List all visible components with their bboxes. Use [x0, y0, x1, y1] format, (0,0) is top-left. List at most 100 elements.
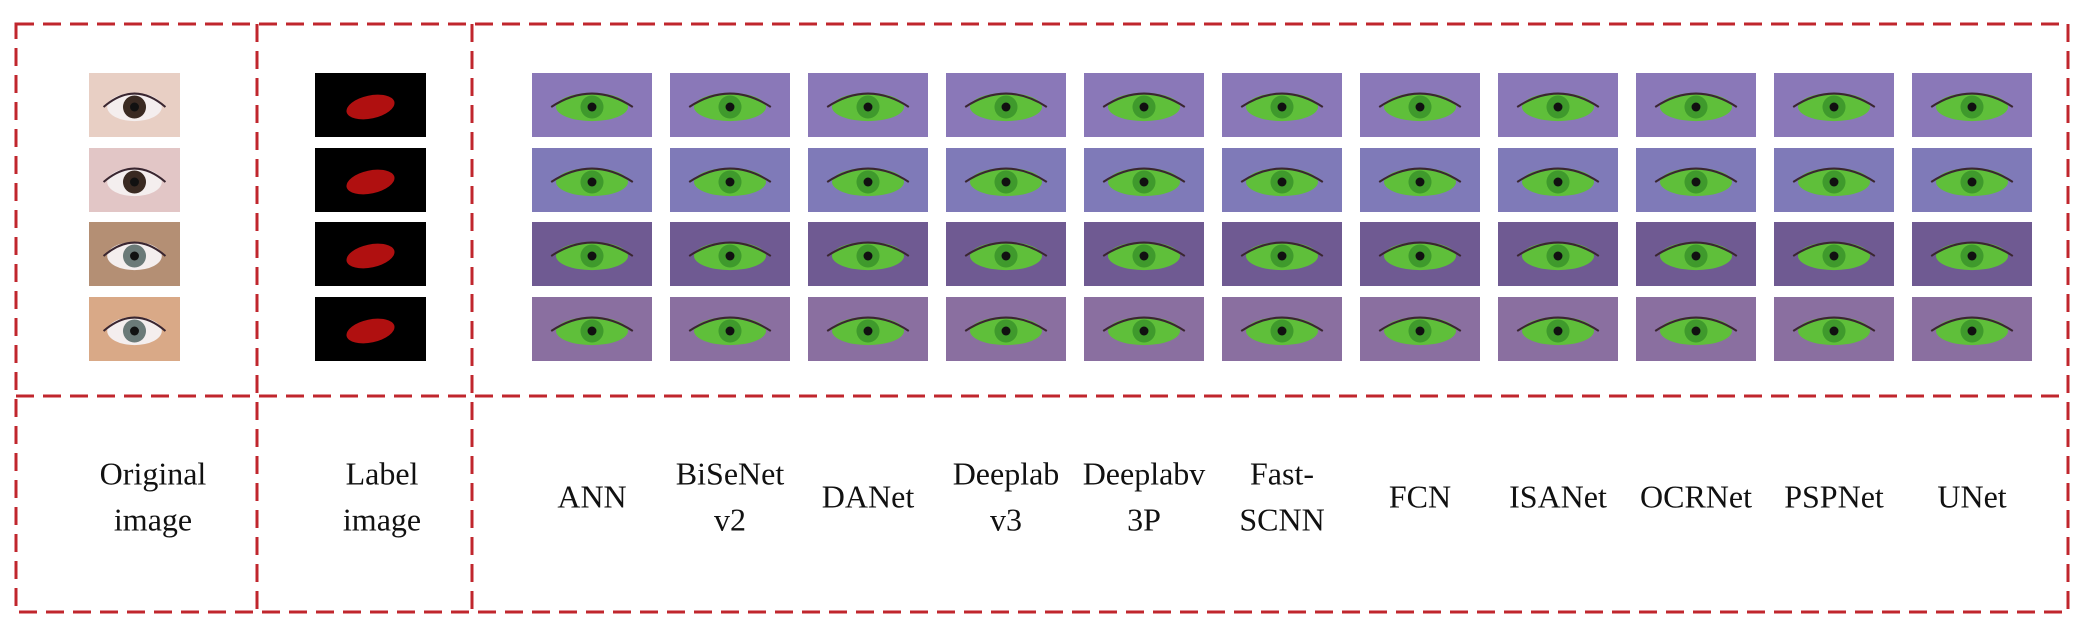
result-thumbnail — [1912, 73, 2032, 137]
column-label: DANet — [822, 478, 915, 514]
lid — [1930, 167, 2014, 183]
pupil — [130, 177, 139, 187]
result-thumbnail — [1498, 148, 1618, 212]
lid — [1516, 92, 1600, 108]
result-thumbnail — [1636, 297, 1756, 361]
lid — [102, 241, 167, 257]
eye-mask — [346, 169, 395, 195]
result-thumbnail — [1912, 148, 2032, 212]
pupil — [1001, 177, 1011, 187]
lid — [1102, 241, 1186, 257]
pupil — [1829, 326, 1839, 336]
lid — [1240, 92, 1324, 108]
pupil — [130, 251, 139, 261]
lid — [688, 167, 772, 183]
result-thumbnail — [1222, 222, 1342, 286]
lid — [550, 241, 634, 257]
lid — [1930, 241, 2014, 257]
pupil — [1691, 102, 1701, 112]
pupil — [1967, 177, 1977, 187]
pupil — [1553, 326, 1563, 336]
result-thumbnail — [532, 222, 652, 286]
lid — [102, 92, 167, 108]
lid — [1930, 316, 2014, 332]
pupil — [1415, 102, 1425, 112]
lid — [1516, 241, 1600, 257]
lid — [1654, 241, 1738, 257]
column-label: Original — [100, 455, 207, 491]
pupil — [130, 102, 139, 112]
pupil — [1001, 326, 1011, 336]
column-label: Fast- — [1250, 455, 1314, 491]
pupil — [1277, 177, 1287, 187]
column-label: image — [114, 501, 192, 537]
pupil — [725, 177, 735, 187]
original-thumbnail — [89, 148, 180, 212]
original-thumbnail — [89, 297, 180, 361]
result-thumbnail — [1498, 73, 1618, 137]
pupil — [130, 326, 139, 336]
pupil — [587, 102, 597, 112]
lid — [1516, 316, 1600, 332]
result-thumbnail — [670, 73, 790, 137]
result-thumbnail — [1222, 297, 1342, 361]
column-label: ANN — [557, 478, 626, 514]
result-thumbnail — [808, 148, 928, 212]
result-thumbnail — [946, 73, 1066, 137]
pupil — [1967, 102, 1977, 112]
lid — [826, 167, 910, 183]
lid — [1654, 316, 1738, 332]
pupil — [1139, 326, 1149, 336]
result-thumbnail — [532, 297, 652, 361]
result-thumbnail — [1774, 297, 1894, 361]
lid — [964, 241, 1048, 257]
lid — [102, 316, 167, 332]
column-label: FCN — [1389, 478, 1451, 514]
pupil — [863, 102, 873, 112]
label-thumbnail — [315, 297, 426, 361]
result-thumbnail — [1360, 297, 1480, 361]
column-label: Label — [346, 455, 419, 491]
pupil — [1415, 251, 1425, 261]
result-thumbnail — [946, 297, 1066, 361]
lid — [826, 241, 910, 257]
result-thumbnail — [1498, 297, 1618, 361]
lid — [826, 92, 910, 108]
pupil — [1691, 177, 1701, 187]
result-thumbnail — [1636, 148, 1756, 212]
column-label: v3 — [990, 501, 1022, 537]
result-thumbnail — [808, 73, 928, 137]
lid — [1102, 316, 1186, 332]
pupil — [1277, 102, 1287, 112]
result-thumbnail — [1360, 148, 1480, 212]
lid — [1792, 167, 1876, 183]
eye-mask — [346, 243, 395, 269]
result-thumbnail — [1222, 73, 1342, 137]
pupil — [1553, 251, 1563, 261]
pupil — [1829, 177, 1839, 187]
column-label: Deeplabv — [1083, 455, 1206, 491]
lid — [1240, 316, 1324, 332]
lid — [1378, 167, 1462, 183]
lid — [688, 92, 772, 108]
pupil — [1553, 102, 1563, 112]
result-thumbnail — [946, 148, 1066, 212]
pupil — [725, 326, 735, 336]
result-thumbnail — [1084, 148, 1204, 212]
lid — [964, 316, 1048, 332]
original-thumbnail — [89, 222, 180, 286]
result-thumbnail — [532, 73, 652, 137]
pupil — [863, 177, 873, 187]
pupil — [1001, 102, 1011, 112]
eye-mask — [346, 94, 395, 120]
result-thumbnail — [1084, 297, 1204, 361]
lid — [826, 316, 910, 332]
result-thumbnail — [1774, 222, 1894, 286]
pupil — [1829, 251, 1839, 261]
result-thumbnail — [1774, 148, 1894, 212]
pupil — [725, 251, 735, 261]
pupil — [1277, 251, 1287, 261]
result-thumbnail — [670, 297, 790, 361]
lid — [1378, 241, 1462, 257]
